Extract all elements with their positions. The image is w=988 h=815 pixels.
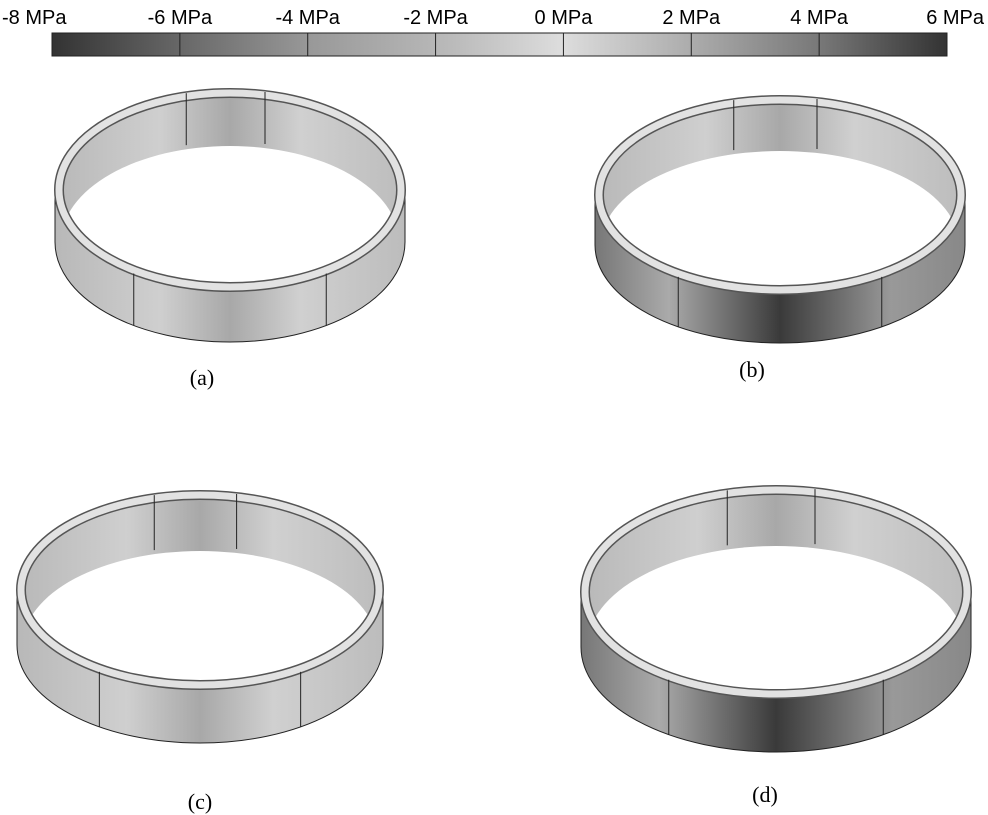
ring — [17, 492, 383, 743]
ring — [581, 487, 971, 752]
colorbar-label: -8 MPa — [2, 7, 67, 29]
ring — [55, 90, 405, 342]
panel-label: (d) — [752, 782, 778, 807]
colorbar-label: 6 MPa — [926, 7, 985, 29]
colorbar-label: -6 MPa — [148, 7, 213, 29]
colorbar — [52, 33, 947, 56]
panel-label: (c) — [188, 789, 212, 814]
colorbar-label: -4 MPa — [275, 7, 340, 29]
colorbar-label: -2 MPa — [403, 7, 468, 29]
panel-label: (a) — [190, 365, 214, 390]
ring — [595, 97, 965, 343]
colorbar-label: 4 MPa — [790, 7, 849, 29]
colorbar-label: 2 MPa — [662, 7, 721, 29]
panel-label: (b) — [739, 357, 765, 382]
colorbar-label: 0 MPa — [535, 7, 594, 29]
figure: -8 MPa -6 MPa -4 MPa -2 MPa 0 MPa 2 MPa 4 MPa 6… — [0, 0, 988, 815]
